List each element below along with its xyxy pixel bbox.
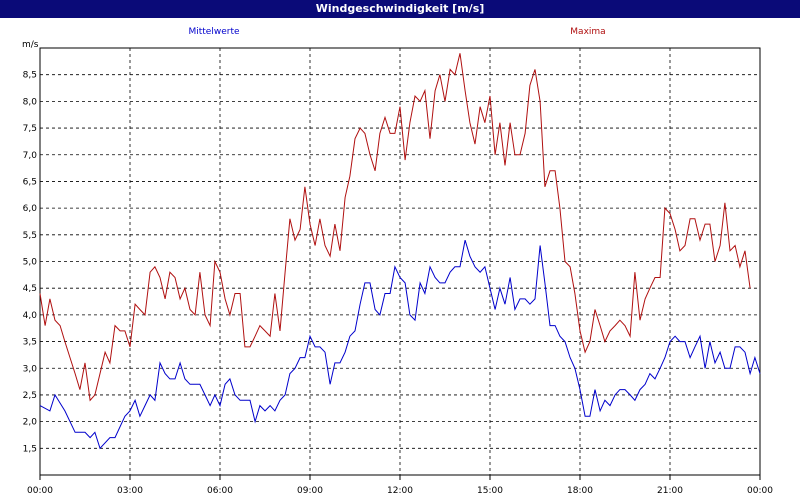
chart-area: 1,5 2,0 2,5 3,0 3,5 4,0 4,5 5,0 5,5 6,0 6,5 7,0 7,5 8… — [0, 18, 800, 500]
y-tick-label: 7,0 — [23, 151, 38, 161]
chart-title: Windgeschwindigkeit [m/s] — [0, 0, 800, 18]
legend-mittelwerte: Mittelwerte — [188, 27, 239, 37]
y-tick-label: 5,0 — [23, 258, 38, 268]
y-tick-label: 2,5 — [23, 391, 37, 401]
x-tick-time-label: 18:00 — [567, 486, 593, 496]
y-tick-label: 2,0 — [23, 418, 38, 428]
y-tick-label: 3,0 — [23, 364, 38, 374]
x-tick-time-label: 21:00 — [657, 486, 683, 496]
y-tick-label: 4,0 — [23, 311, 38, 321]
x-tick-time-label: 06:00 — [207, 486, 233, 496]
y-tick-label: 6,0 — [23, 204, 38, 214]
y-tick-label: 6,5 — [23, 177, 37, 187]
x-tick-time-label: 00:00 — [747, 486, 773, 496]
y-tick-label: 3,5 — [23, 338, 37, 348]
y-tick-label: 8,5 — [23, 71, 37, 81]
x-tick-time-label: 12:00 — [387, 486, 413, 496]
y-tick-label: 4,5 — [23, 284, 37, 294]
x-tick-time-label: 00:00 — [27, 486, 53, 496]
series-line-maxima — [39, 53, 751, 402]
y-tick-label: 1,5 — [23, 444, 37, 454]
y-tick-label: 7,5 — [23, 124, 37, 134]
y-tick-label: 8,0 — [23, 97, 38, 107]
y-axis-label: m/s — [22, 40, 39, 50]
series-line-mittelwerte — [39, 239, 761, 450]
y-axis-ticks: 1,5 2,0 2,5 3,0 3,5 4,0 4,5 5,0 5,5 6,0 6,5 7,0 7,5 8… — [23, 71, 38, 455]
x-tick-time-label: 09:00 — [297, 486, 323, 496]
series-lines — [39, 53, 761, 450]
legend-maxima: Maxima — [570, 27, 605, 37]
y-tick-label: 5,5 — [23, 231, 37, 241]
x-axis-ticks: 00:0026.10.2103:0026.10.2106:0026.10.210… — [27, 475, 773, 496]
x-tick-time-label: 15:00 — [477, 486, 503, 496]
x-tick-time-label: 03:00 — [117, 486, 143, 496]
